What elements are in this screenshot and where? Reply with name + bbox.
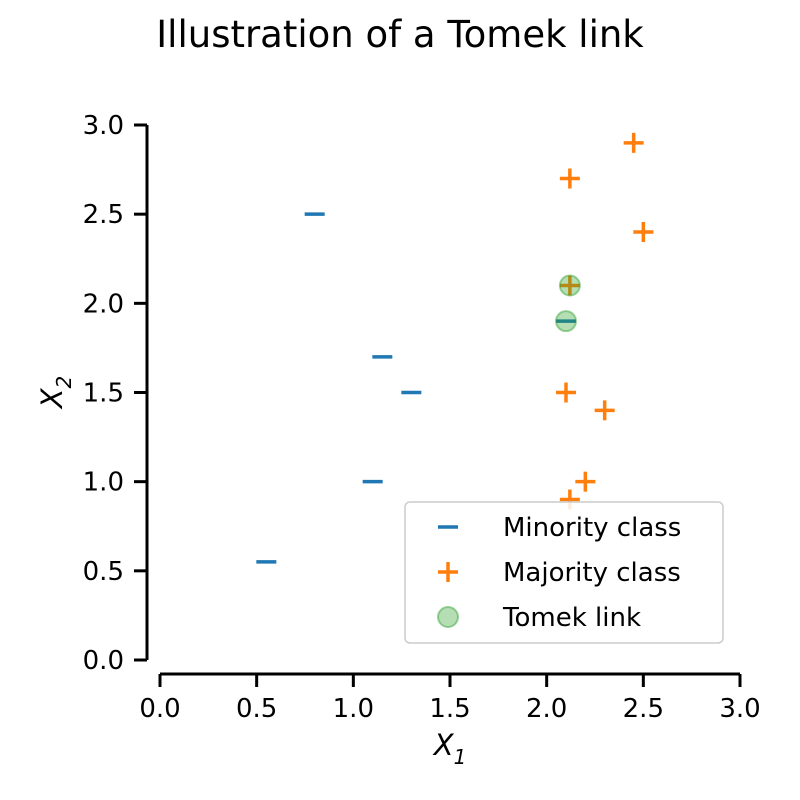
x-tick-label: 3.0 — [719, 694, 760, 724]
y-tick-label: 2.5 — [83, 200, 124, 230]
legend-label: Tomek link — [502, 603, 641, 633]
y-tick-label: 1.0 — [83, 468, 124, 498]
axes: 0.0 0.5 1.0 1.5 2.0 2.5 3.0 0.0 0.5 1.0 1.5 2.0 2.5… — [83, 111, 761, 724]
y-tick-label: 0.0 — [83, 646, 124, 676]
majority-point — [594, 400, 615, 421]
x-tick-label: 0.0 — [139, 694, 180, 724]
x-tick-label: 1.0 — [333, 694, 374, 724]
y-tick-label: 2.0 — [83, 289, 124, 319]
legend-box — [404, 501, 724, 644]
y-tick-label: 3.0 — [83, 111, 124, 141]
x-tick-label: 1.5 — [429, 694, 470, 724]
legend-label: Majority class — [503, 558, 681, 588]
x-tick-label: 0.5 — [236, 694, 277, 724]
x-tick-label: 2.5 — [623, 694, 664, 724]
majority-point — [633, 222, 654, 242]
majority-point — [575, 471, 596, 492]
y-ticks: 0.0 0.5 1.0 1.5 2.0 2.5 3.0 — [83, 111, 147, 676]
y-axis-label: X2 — [35, 376, 76, 411]
x-tick-label: 2.0 — [526, 694, 567, 724]
legend-marker — [437, 606, 459, 628]
x-ticks: 0.0 0.5 1.0 1.5 2.0 2.5 3.0 — [139, 674, 761, 724]
majority-point — [556, 382, 576, 403]
majority-point — [623, 132, 644, 153]
y-tick-label: 0.5 — [83, 557, 124, 587]
legend-marker — [438, 562, 458, 582]
x-axis-label-subscript: 1 — [454, 745, 467, 769]
tomek-link-point — [555, 310, 577, 333]
y-tick-label: 1.5 — [83, 379, 124, 409]
data-marks — [256, 132, 654, 564]
chart-title: Illustration of a Tomek link — [156, 13, 644, 56]
majority-point — [559, 168, 580, 189]
x-axis-label: X1 — [432, 728, 467, 769]
legend-label: Minority class — [503, 513, 681, 543]
tomek-link-point — [558, 274, 581, 297]
y-axis-label-subscript: 2 — [52, 376, 76, 389]
legend: Minority class Majority class Tomek link — [404, 501, 724, 644]
majority-point — [559, 275, 580, 296]
